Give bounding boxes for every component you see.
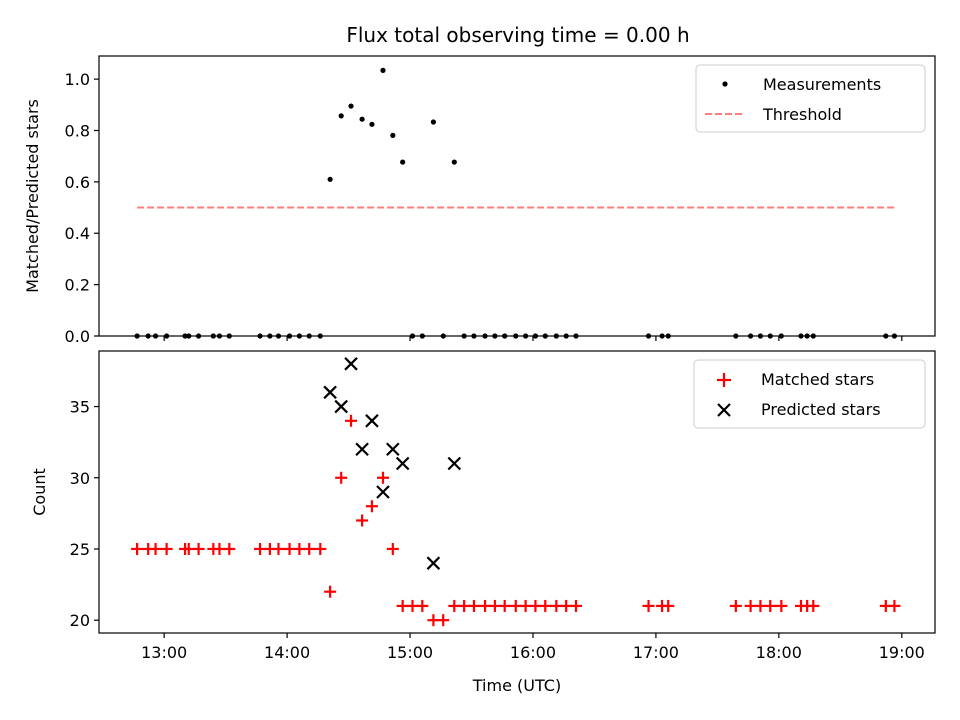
matched-star-point [775, 599, 788, 612]
legend-predicted-label: Predicted stars [761, 400, 881, 419]
matched-star-point [729, 599, 742, 612]
matched-star-point [131, 542, 144, 555]
matched-star-point [149, 542, 162, 555]
legend-measurements-label: Measurements [763, 75, 881, 94]
ratio-legend-box [695, 64, 926, 133]
matched-star-point [335, 471, 348, 484]
predicted-star-point [395, 456, 410, 471]
count-x-tick-label: 17:00 [633, 643, 679, 662]
matched-star-point [467, 599, 480, 612]
ratio-y-tick-label: 0.0 [65, 327, 90, 346]
chart-title: Flux total observing time = 0.00 h [346, 23, 689, 47]
matched-star-point [345, 414, 358, 427]
count-legend-box [693, 359, 926, 429]
matched-star-point [764, 599, 777, 612]
legend-measurements-marker [722, 81, 728, 87]
count-panel: 20 25 30 35 13:00 14:00 15:00 16:00 17:00 18:00 1… [30, 350, 936, 695]
legend-predicted-marker [717, 403, 731, 417]
matched-star-point [314, 542, 327, 555]
matched-star-point [539, 599, 552, 612]
matched-star-point [324, 585, 337, 598]
measurement-point [451, 159, 457, 165]
count-axes-frame [98, 350, 936, 634]
ratio-panel: 0.0 0.2 0.4 0.6 0.8 1.0 Matched/Predicted sta… [23, 55, 936, 346]
measurement-point [359, 116, 365, 122]
matched-star-point [223, 542, 236, 555]
matched-star-point [416, 599, 429, 612]
predicted-star-point [426, 556, 441, 570]
matched-star-point [642, 599, 655, 612]
matched-star-point [437, 614, 450, 627]
matched-star-point [192, 542, 205, 555]
ratio-y-axis-label: Matched/Predicted stars [23, 99, 42, 293]
matched-star-point [570, 599, 583, 612]
count-x-tick-label: 15:00 [387, 643, 433, 662]
matched-star-point [498, 599, 511, 612]
count-y-tick-label: 30 [70, 469, 90, 488]
matched-star-point [303, 542, 316, 555]
count-x-tick-label: 13:00 [141, 643, 187, 662]
measurement-point [390, 132, 396, 138]
measurement-point [400, 159, 406, 165]
predicted-star-point [355, 442, 369, 457]
measurement-point [327, 176, 333, 182]
matched-star-point [662, 599, 675, 612]
measurement-point [338, 113, 344, 119]
matched-star-point [888, 599, 901, 612]
predicted-star-point [447, 456, 462, 471]
count-y-tick-label: 25 [70, 540, 90, 559]
ratio-y-tick-label: 0.6 [65, 173, 90, 192]
legend-threshold-label: Threshold [762, 105, 842, 124]
predicted-star-point [323, 385, 337, 400]
predicted-star-point [344, 357, 358, 371]
count-legend: Matched stars Predicted stars [693, 359, 926, 429]
ratio-y-tick-label: 0.4 [65, 224, 90, 243]
count-x-tick-label: 19:00 [879, 643, 925, 662]
matched-star-point [356, 514, 369, 527]
legend-matched-marker [717, 373, 731, 387]
count-x-tick-label: 18:00 [756, 643, 802, 662]
measurement-point [380, 67, 386, 73]
count-y-axis-label: Count [30, 468, 49, 516]
measurement-point [348, 103, 354, 109]
legend-matched-label: Matched stars [761, 370, 874, 389]
measurement-point [430, 119, 436, 125]
count-y-tick-label: 35 [70, 398, 90, 417]
matched-star-point [376, 471, 389, 484]
matched-star-point [807, 599, 820, 612]
ratio-y-tick-label: 1.0 [65, 70, 90, 89]
matched-star-point [160, 542, 173, 555]
ratio-y-tick-label: 0.2 [65, 276, 90, 295]
count-x-tick-label: 14:00 [264, 643, 310, 662]
predicted-star-point [365, 414, 379, 428]
ratio-y-tick-label: 0.8 [65, 121, 90, 140]
measurement-point [369, 121, 375, 127]
matched-star-point [365, 500, 378, 513]
count-y-tick-label: 20 [70, 611, 90, 630]
x-axis-label: Time (UTC) [472, 676, 561, 695]
ratio-axes-frame [98, 55, 936, 337]
matched-star-point [386, 542, 399, 555]
predicted-star-point [386, 442, 400, 457]
predicted-star-point [376, 485, 390, 499]
ratio-legend: Measurements Threshold [695, 64, 926, 133]
matched-star-point [272, 542, 285, 555]
predicted-star-point [334, 399, 348, 414]
count-x-tick-label: 16:00 [510, 643, 556, 662]
